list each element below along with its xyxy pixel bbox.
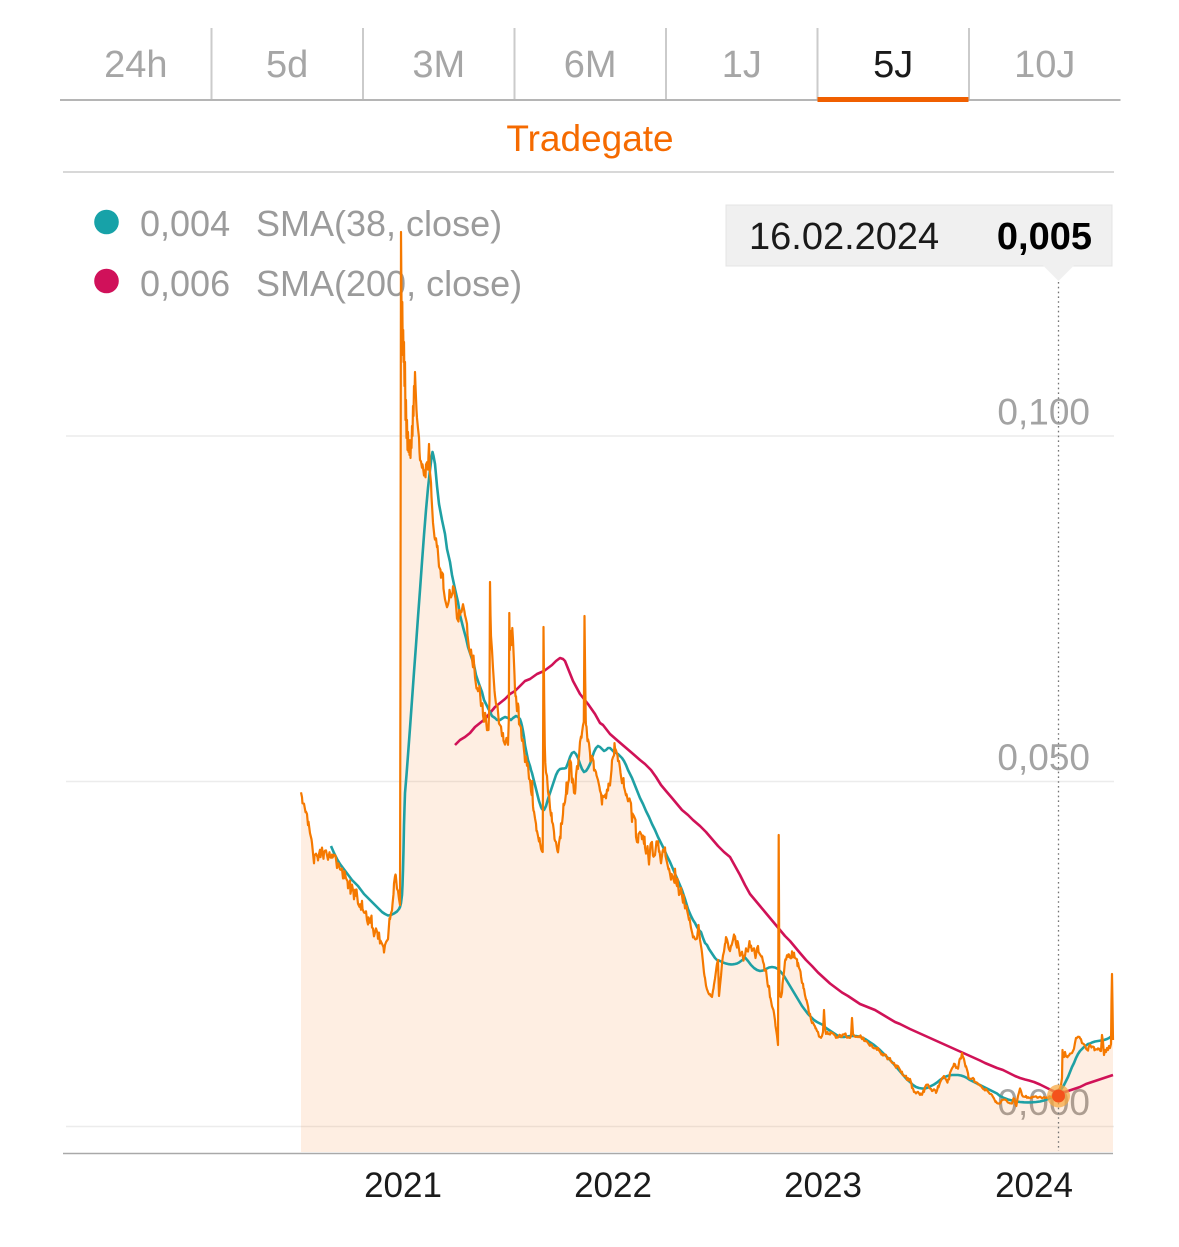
svg-text:16.02.2024: 16.02.2024 bbox=[749, 216, 939, 258]
svg-text:3M: 3M bbox=[412, 44, 465, 86]
svg-text:6M: 6M bbox=[564, 44, 617, 86]
svg-text:1J: 1J bbox=[722, 44, 762, 86]
svg-text:2021: 2021 bbox=[364, 1166, 442, 1205]
svg-text:2022: 2022 bbox=[574, 1166, 652, 1205]
svg-text:0,100: 0,100 bbox=[997, 392, 1090, 433]
svg-text:5J: 5J bbox=[873, 44, 913, 86]
svg-text:0,050: 0,050 bbox=[997, 737, 1090, 778]
svg-text:0,005: 0,005 bbox=[997, 216, 1092, 258]
svg-text:Tradegate: Tradegate bbox=[506, 118, 673, 159]
svg-text:SMA(38, close): SMA(38, close) bbox=[256, 203, 502, 244]
svg-text:2023: 2023 bbox=[784, 1166, 862, 1205]
svg-text:24h: 24h bbox=[104, 44, 167, 86]
svg-text:10J: 10J bbox=[1014, 44, 1075, 86]
svg-text:2024: 2024 bbox=[995, 1166, 1073, 1205]
svg-text:0,004: 0,004 bbox=[140, 203, 230, 244]
svg-text:SMA(200, close): SMA(200, close) bbox=[256, 263, 522, 304]
svg-text:5d: 5d bbox=[266, 44, 308, 86]
svg-text:0,006: 0,006 bbox=[140, 263, 230, 304]
